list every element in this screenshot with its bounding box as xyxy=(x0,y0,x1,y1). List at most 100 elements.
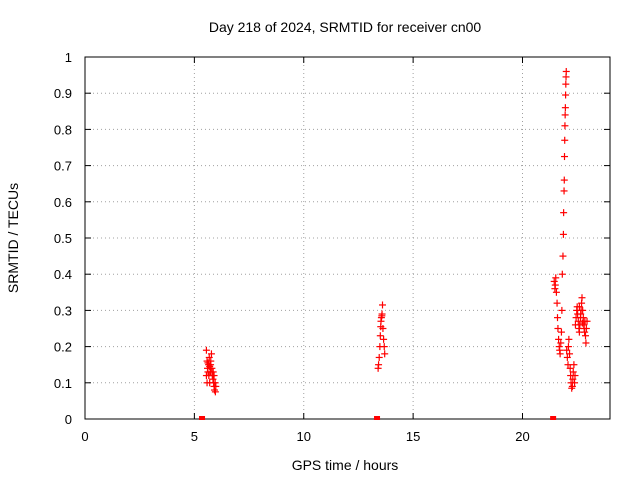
zero-value-mark xyxy=(550,416,557,420)
data-point xyxy=(582,332,589,340)
data-point xyxy=(571,372,579,380)
data-point xyxy=(550,277,558,285)
data-point xyxy=(579,306,587,314)
x-tick-label: 0 xyxy=(81,429,88,444)
data-point xyxy=(206,379,214,387)
data-point xyxy=(559,230,567,238)
y-tick-label: 0.2 xyxy=(54,340,72,355)
zero-value-marks xyxy=(199,416,557,420)
data-point xyxy=(562,67,570,75)
data-point xyxy=(378,312,386,320)
data-point xyxy=(582,325,590,332)
data-point xyxy=(560,176,568,184)
x-tick-label: 15 xyxy=(406,429,420,444)
y-tick-label: 0.3 xyxy=(54,303,72,318)
axis-tick-labels: 0 5 10 15 20 0 0.1 0.2 0.3 0.4 0.5 0.6 0.7 0.8 0.9 1 xyxy=(54,50,530,444)
chart-title: Day 218 of 2024, SRMTID for receiver cn0… xyxy=(209,19,482,35)
x-axis-label: GPS time / hours xyxy=(292,457,399,473)
data-point xyxy=(575,303,583,311)
data-point xyxy=(570,361,578,369)
data-point xyxy=(583,317,591,325)
y-tick-label: 0.4 xyxy=(54,267,72,282)
data-point xyxy=(565,335,573,343)
data-point xyxy=(563,353,571,361)
zero-value-mark xyxy=(374,416,381,420)
data-point xyxy=(555,335,563,343)
axis-ticks xyxy=(84,56,610,420)
data-point xyxy=(202,346,210,354)
data-point xyxy=(569,375,577,383)
data-point xyxy=(554,314,561,322)
data-point xyxy=(582,339,590,347)
y-tick-label: 0.9 xyxy=(54,86,72,101)
data-point xyxy=(380,343,388,351)
data-point xyxy=(556,350,564,358)
data-point xyxy=(566,350,574,358)
data-points xyxy=(202,67,591,396)
data-point xyxy=(563,346,571,354)
data-point xyxy=(210,372,218,380)
plot-frame xyxy=(84,56,611,420)
data-point xyxy=(578,294,586,302)
data-point xyxy=(569,368,577,376)
data-point xyxy=(207,350,215,358)
data-point xyxy=(552,288,560,296)
data-point xyxy=(561,104,569,112)
data-point xyxy=(211,388,219,396)
x-tick-label: 20 xyxy=(515,429,529,444)
data-point xyxy=(568,382,576,390)
data-point xyxy=(578,319,586,327)
data-point xyxy=(205,353,213,361)
y-tick-label: 0 xyxy=(65,412,72,427)
data-point xyxy=(579,314,587,322)
data-point xyxy=(577,310,585,318)
x-tick-label: 10 xyxy=(297,429,311,444)
data-point xyxy=(557,339,565,347)
y-axis-label: SRMTID / TECUs xyxy=(5,183,21,293)
data-point xyxy=(558,306,566,314)
data-point xyxy=(379,325,387,332)
data-point xyxy=(207,361,215,369)
x-tick-label: 5 xyxy=(191,429,198,444)
y-tick-label: 0.1 xyxy=(54,376,72,391)
data-point xyxy=(551,281,559,289)
data-point xyxy=(562,80,570,88)
data-point xyxy=(380,335,388,343)
data-point xyxy=(574,317,582,325)
data-point xyxy=(381,350,389,358)
data-point xyxy=(561,122,569,130)
y-tick-label: 1 xyxy=(65,50,72,65)
data-point xyxy=(208,364,216,372)
data-point xyxy=(209,375,217,383)
data-point xyxy=(377,317,385,325)
data-point xyxy=(566,364,574,372)
y-tick-label: 0.6 xyxy=(54,195,72,210)
data-point xyxy=(558,270,566,278)
data-point xyxy=(552,274,560,282)
data-point xyxy=(561,136,569,144)
zero-value-mark xyxy=(199,416,206,420)
data-point xyxy=(561,153,568,161)
data-point xyxy=(209,368,217,376)
data-point xyxy=(571,379,579,387)
data-point xyxy=(560,187,568,195)
data-point xyxy=(554,325,562,332)
data-point xyxy=(581,328,589,336)
data-point xyxy=(379,301,386,309)
data-point xyxy=(553,299,561,307)
data-point xyxy=(375,353,383,361)
data-point xyxy=(559,252,567,260)
data-point xyxy=(564,361,572,369)
y-tick-label: 0.8 xyxy=(54,122,72,137)
data-point xyxy=(560,209,568,217)
data-point xyxy=(375,361,383,369)
data-point xyxy=(211,386,218,394)
data-point xyxy=(562,91,570,99)
y-tick-label: 0.5 xyxy=(54,231,72,246)
y-tick-label: 0.7 xyxy=(54,159,72,174)
data-point xyxy=(557,328,565,336)
data-point xyxy=(376,332,384,340)
grid-lines xyxy=(85,57,610,419)
data-point xyxy=(561,111,569,119)
